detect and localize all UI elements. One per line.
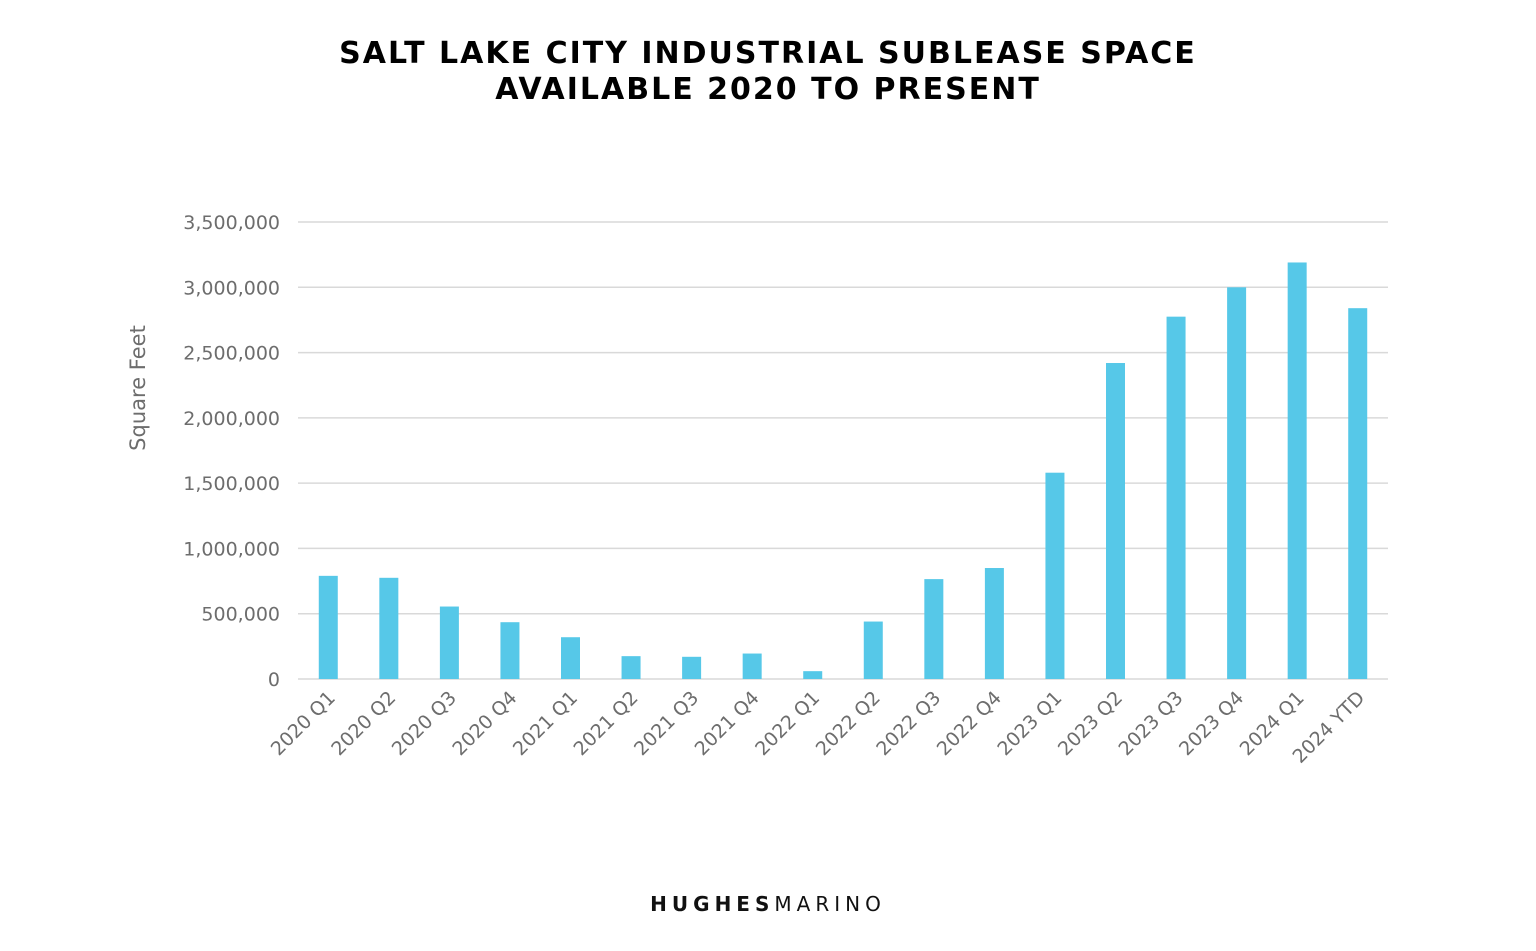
bar — [621, 656, 641, 679]
bar — [439, 606, 459, 679]
y-tick-label: 2,000,000 — [183, 408, 280, 430]
y-axis-ticks: 0 500,000 1,000,000 1,500,000 2,000,000 2,500… — [183, 212, 280, 691]
logo-light-text: MARINO — [774, 892, 886, 916]
hughes-marino-logo: HUGHESMARINO — [0, 892, 1536, 916]
x-tick-label: 2023 Q4 — [1175, 687, 1248, 760]
x-tick-label: 2020 Q1 — [267, 687, 340, 760]
chart-title-line-1: SALT LAKE CITY INDUSTRIAL SUBLEASE SPACE — [339, 36, 1197, 71]
y-tick-label: 1,500,000 — [183, 473, 280, 495]
x-tick-label: 2023 Q2 — [1054, 687, 1127, 760]
x-tick-label: 2022 Q4 — [933, 687, 1006, 760]
x-tick-label: 2021 Q4 — [691, 687, 764, 760]
bar — [500, 622, 520, 679]
y-tick-label: 0 — [268, 669, 280, 691]
bar — [1166, 316, 1186, 679]
bar — [984, 568, 1004, 679]
x-tick-label: 2022 Q2 — [812, 687, 885, 760]
x-tick-label: 2023 Q3 — [1114, 687, 1187, 760]
gridlines — [298, 221, 1388, 680]
y-tick-label: 3,500,000 — [183, 212, 280, 234]
bar — [561, 637, 580, 679]
bar — [379, 577, 399, 679]
x-tick-label: 2021 Q3 — [630, 687, 703, 760]
bars — [318, 262, 1368, 679]
bar — [682, 656, 702, 679]
bar — [1106, 363, 1125, 679]
y-tick-label: 3,000,000 — [183, 277, 280, 299]
bar — [924, 579, 944, 679]
x-tick-label: 2021 Q1 — [509, 687, 582, 760]
chart-title-line-2: AVAILABLE 2020 TO PRESENT — [495, 72, 1041, 107]
x-tick-label: 2020 Q3 — [388, 687, 461, 760]
bar — [1287, 262, 1307, 679]
x-tick-label: 2021 Q2 — [569, 687, 642, 760]
x-tick-label: 2022 Q1 — [751, 687, 824, 760]
bar — [803, 671, 823, 679]
x-tick-label: 2023 Q1 — [993, 687, 1066, 760]
bar — [863, 621, 883, 679]
x-tick-label: 2022 Q3 — [872, 687, 945, 760]
bar — [318, 575, 338, 679]
bar — [1348, 308, 1368, 679]
y-tick-label: 500,000 — [201, 604, 280, 626]
y-axis-title: Square Feet — [126, 325, 150, 451]
x-tick-label: 2020 Q4 — [448, 687, 521, 760]
bar — [1227, 287, 1247, 679]
y-tick-label: 1,000,000 — [183, 538, 280, 560]
bar — [742, 653, 762, 679]
y-tick-label: 2,500,000 — [183, 343, 280, 365]
bar — [1045, 472, 1065, 679]
logo-bold-text: HUGHES — [650, 892, 775, 916]
x-tick-label: 2020 Q2 — [327, 687, 400, 760]
